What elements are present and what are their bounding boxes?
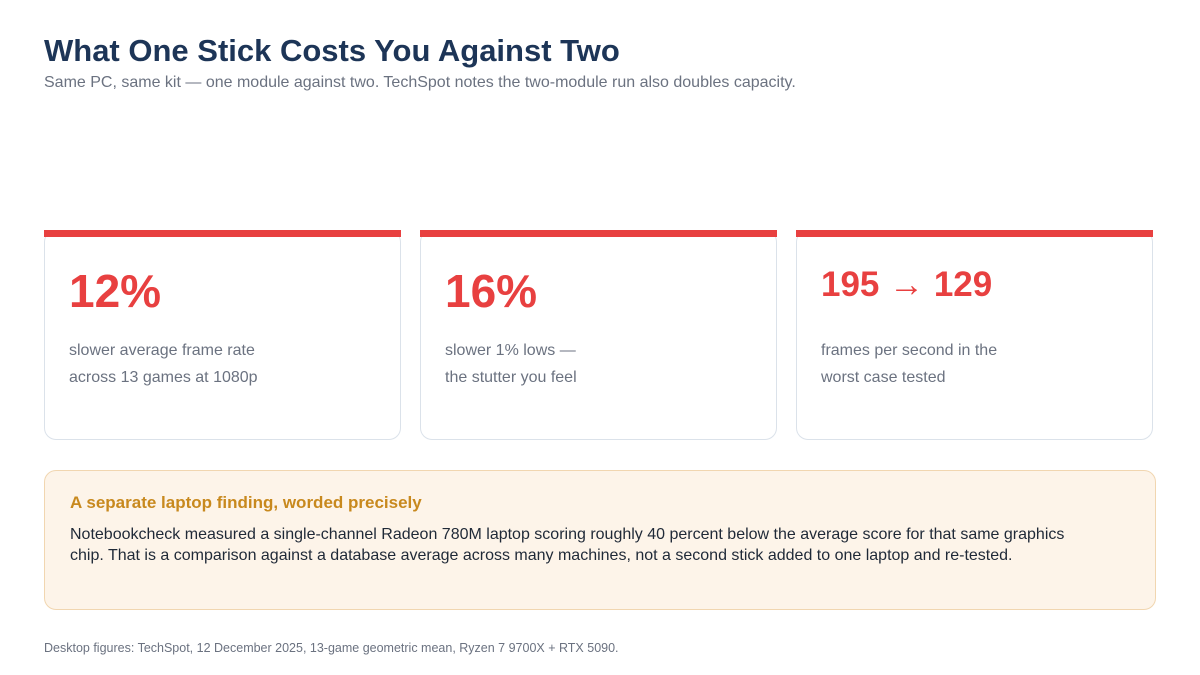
card-accent-bar xyxy=(420,230,777,237)
callout-body: Notebookcheck measured a single-channel … xyxy=(70,526,1065,564)
stat-card-one-percent-lows: 16% slower 1% lows — the stutter you fee… xyxy=(420,230,777,440)
laptop-finding-callout: A separate laptop finding, worded precis… xyxy=(44,470,1156,610)
stat-description-line: worst case tested xyxy=(821,369,946,386)
stat-description-line: the stutter you feel xyxy=(445,369,577,386)
page-subtitle: Same PC, same kit — one module against t… xyxy=(44,74,796,91)
stat-description-line: frames per second in the xyxy=(821,342,998,359)
stat-value: 195 → 129 xyxy=(821,265,993,304)
stat-description: slower 1% lows — the stutter you feel xyxy=(445,337,577,391)
stat-value: 12% xyxy=(69,265,162,317)
card-accent-bar xyxy=(44,230,401,237)
stat-value: 16% xyxy=(445,265,538,317)
card-accent-bar xyxy=(796,230,1153,237)
stat-description-line: across 13 games at 1080p xyxy=(69,369,258,386)
stat-card-average-fps: 12% slower average frame rate across 13 … xyxy=(44,230,401,440)
stat-description: frames per second in the worst case test… xyxy=(821,337,997,391)
stat-description-line: slower 1% lows — xyxy=(445,342,576,359)
stat-card-worst-case: 195 → 129 frames per second in the worst… xyxy=(796,230,1153,440)
callout-title: A separate laptop finding, worded precis… xyxy=(70,493,422,512)
page-title: What One Stick Costs You Against Two xyxy=(44,33,620,68)
source-footnote: Desktop figures: TechSpot, 12 December 2… xyxy=(44,641,619,655)
stat-description-line: slower average frame rate xyxy=(69,342,255,359)
stat-description: slower average frame rate across 13 game… xyxy=(69,337,258,391)
